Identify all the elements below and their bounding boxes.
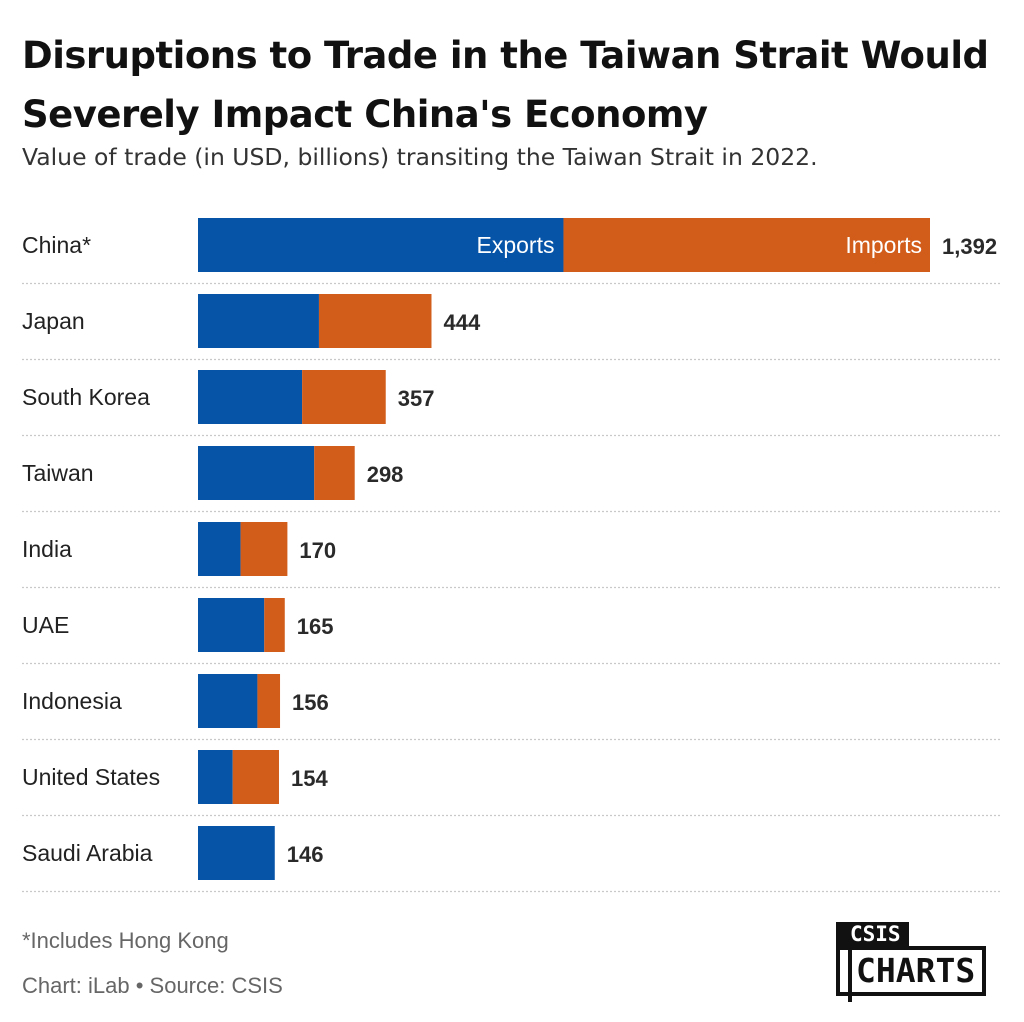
category-label: UAE	[22, 612, 69, 638]
total-value-label: 156	[292, 690, 329, 715]
source-credits: Chart: iLab • Source: CSIS	[22, 973, 283, 998]
imports-bar	[318, 294, 432, 348]
exports-bar	[198, 598, 265, 652]
logo-bar	[848, 946, 852, 1002]
logo-big-text: CHARTS	[836, 946, 987, 996]
total-value-label: 357	[398, 386, 435, 411]
category-label: India	[22, 536, 72, 562]
category-label: Japan	[22, 308, 85, 334]
imports-bar	[232, 750, 279, 804]
imports-label: Imports	[845, 232, 922, 258]
category-label: Saudi Arabia	[22, 840, 153, 866]
exports-bar	[198, 750, 233, 804]
category-label: South Korea	[22, 384, 150, 410]
csis-charts-logo: CSIS CHARTS	[836, 920, 1006, 1002]
imports-bar	[314, 446, 355, 500]
logo-small-text: CSIS	[836, 922, 909, 946]
imports-bar	[563, 218, 930, 272]
total-value-label: 154	[291, 766, 328, 791]
exports-bar	[198, 294, 319, 348]
total-value-label: 170	[299, 538, 336, 563]
total-value-label: 165	[297, 614, 334, 639]
chart-subtitle: Value of trade (in USD, billions) transi…	[22, 143, 818, 171]
imports-bar	[302, 370, 386, 424]
imports-bar	[264, 598, 285, 652]
total-value-label: 444	[443, 310, 480, 335]
category-label: Indonesia	[22, 688, 122, 714]
category-label: United States	[22, 764, 160, 790]
footnote: *Includes Hong Kong	[22, 928, 229, 953]
exports-bar	[198, 218, 564, 272]
imports-bar	[240, 522, 288, 576]
exports-label: Exports	[476, 232, 554, 258]
total-value-label: 298	[367, 462, 404, 487]
category-label: China*	[22, 232, 91, 258]
exports-bar	[198, 826, 275, 880]
imports-bar	[257, 674, 281, 728]
total-value-label: 1,392	[942, 234, 997, 259]
total-value-label: 146	[287, 842, 324, 867]
category-label: Taiwan	[22, 460, 94, 486]
chart-title: Disruptions to Trade in the Taiwan Strai…	[22, 34, 989, 136]
exports-bar	[198, 446, 315, 500]
exports-bar	[198, 522, 241, 576]
exports-bar	[198, 370, 303, 424]
exports-bar	[198, 674, 258, 728]
